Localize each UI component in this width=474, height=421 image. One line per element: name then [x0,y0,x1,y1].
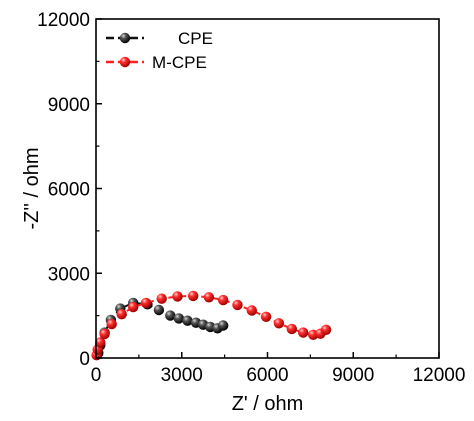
series-line [95,294,327,356]
data-point [188,290,199,302]
data-point [153,304,165,316]
data-point [218,294,229,306]
data-point [273,318,285,329]
y-axis-label: -Z'' / ohm [21,147,43,229]
legend-marker [119,56,131,68]
data-point [140,297,152,309]
y-tick-label: 12000 [37,10,90,31]
legend: CPE M-CPE [106,29,213,72]
legend-marker [119,32,131,44]
x-tick-label: 12000 [413,365,466,386]
series-m-cpe [91,290,332,361]
data-point [320,324,332,335]
data-point [95,337,106,348]
axes: 0 3000 6000 9000 12000 0 3000 6000 9000 12000 Z' /… [21,10,465,415]
x-axis-label: Z' / ohm [232,393,304,415]
legend-label: M-CPE [152,53,207,72]
y-tick-label: 0 [79,349,90,370]
plot-area [91,290,332,361]
data-point [298,327,309,338]
data-point [260,311,272,322]
data-point [218,320,229,331]
data-point [116,309,127,320]
x-tick-label: 0 [91,365,102,386]
data-point [156,293,167,304]
data-point [182,315,193,326]
data-point [232,299,243,311]
x-tick-label: 3000 [161,365,203,386]
data-point [203,292,215,303]
y-tick-label: 6000 [48,180,90,201]
data-point [128,301,139,313]
data-point [106,318,117,330]
data-point [286,323,297,335]
legend-entry-cpe: CPE [106,29,213,48]
data-point [99,328,110,340]
x-tick-label: 9000 [332,365,374,386]
data-point [173,313,185,324]
data-point [165,310,176,321]
legend-label: CPE [178,29,213,48]
y-tick-label: 3000 [48,264,90,285]
legend-entry-m-cpe: M-CPE [106,53,207,72]
x-tick-label: 6000 [246,365,288,386]
data-point [172,291,183,302]
data-point [246,305,257,316]
y-tick-label: 9000 [48,95,90,116]
